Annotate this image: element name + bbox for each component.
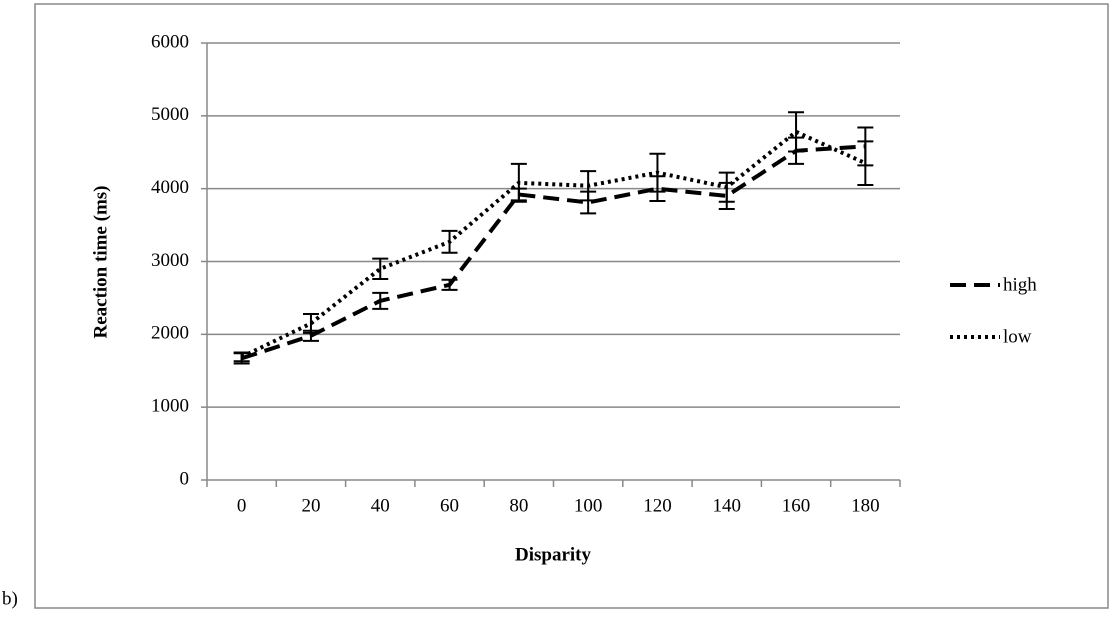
y-tick-label: 5000 <box>151 104 189 125</box>
error-bar <box>788 111 805 153</box>
error-bar <box>580 170 597 202</box>
x-tick-label: 60 <box>440 495 459 516</box>
x-tick-label: 40 <box>371 495 390 516</box>
x-tick-label: 0 <box>237 495 247 516</box>
figure-label: b) <box>2 588 18 609</box>
error-bar <box>857 140 874 187</box>
x-tick-label: 180 <box>851 495 880 516</box>
x-tick-label: 140 <box>713 495 742 516</box>
x-tick-label: 20 <box>301 495 320 516</box>
chart-frame <box>34 3 1109 609</box>
series-line <box>241 144 866 361</box>
error-bar <box>718 171 735 203</box>
legend-label: low <box>1003 326 1032 347</box>
y-tick-label: 1000 <box>151 396 189 417</box>
y-tick-label: 4000 <box>151 177 189 198</box>
series-line <box>240 129 867 359</box>
y-tick-label: 0 <box>180 468 190 489</box>
x-tick-label: 80 <box>509 495 528 516</box>
x-axis-title: Disparity <box>515 544 592 565</box>
error-bar <box>441 229 458 254</box>
y-tick-label: 2000 <box>151 323 189 344</box>
x-tick-label: 160 <box>782 495 811 516</box>
y-tick-label: 3000 <box>151 250 189 271</box>
y-tick-label: 6000 <box>151 31 189 52</box>
x-tick-label: 100 <box>574 495 603 516</box>
error-bar <box>510 162 527 203</box>
error-bar <box>233 351 250 363</box>
error-bar <box>372 291 389 310</box>
legend-label: high <box>1003 274 1037 295</box>
error-bar <box>441 278 458 291</box>
error-bar <box>372 257 389 280</box>
error-bar <box>302 312 319 334</box>
error-bar <box>649 152 666 193</box>
y-axis-title: Reaction time (ms) <box>90 185 111 338</box>
x-tick-label: 120 <box>643 495 672 516</box>
